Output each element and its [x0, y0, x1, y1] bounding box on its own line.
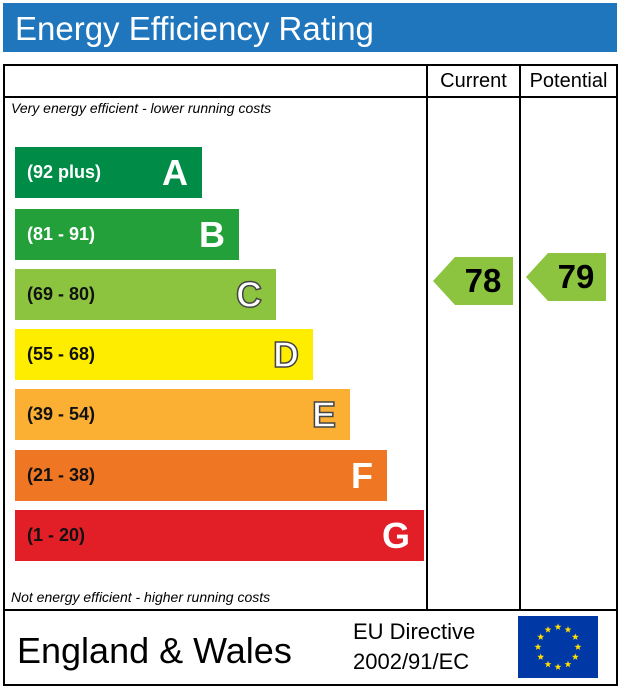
band-letter: C	[235, 273, 263, 316]
eu-star-icon	[571, 653, 579, 660]
current-rating-arrow-value: 78	[464, 262, 502, 299]
current-col-divider	[426, 66, 428, 609]
eu-star-icon	[554, 623, 562, 630]
band-range-label: (21 - 38)	[27, 465, 96, 485]
potential-rating-arrow: 79	[526, 253, 606, 301]
band-f: (21 - 38) F	[15, 450, 387, 501]
efficient-note: Very energy efficient - lower running co…	[11, 100, 272, 116]
band-range-label: (81 - 91)	[27, 224, 96, 244]
band-c: (69 - 80) C	[15, 269, 276, 320]
band-letter: F	[351, 455, 373, 496]
band-d: (55 - 68) D	[15, 329, 313, 380]
band-range-label: (92 plus)	[27, 162, 102, 182]
potential-rating-arrow-value: 79	[557, 258, 595, 295]
eu-flag-icon	[518, 616, 598, 678]
current-rating-arrow: 78	[433, 257, 513, 305]
eu-star-icon	[537, 633, 545, 640]
current-column-header: Current	[440, 70, 507, 92]
band-range-label: (55 - 68)	[27, 344, 96, 364]
directive-line-1: EU Directive	[353, 619, 476, 644]
eu-star-icon	[554, 663, 562, 670]
band-a: (92 plus) A	[15, 147, 202, 198]
eu-star-icon	[534, 643, 542, 650]
eu-star-icon	[537, 653, 545, 660]
directive-line-2: 2002/91/EC	[353, 649, 470, 674]
band-letter: G	[381, 515, 410, 556]
inefficient-note: Not energy efficient - higher running co…	[11, 589, 271, 605]
eu-star-icon	[544, 626, 552, 633]
band-e: (39 - 54) E	[15, 389, 350, 440]
band-letter: A	[162, 152, 188, 193]
potential-column-header: Potential	[529, 70, 608, 92]
band-letter: E	[311, 393, 337, 436]
band-range-label: (39 - 54)	[27, 404, 96, 424]
eu-star-icon	[564, 626, 572, 633]
rating-frame: Current Potential Very energy efficient …	[3, 64, 618, 686]
band-letter: D	[272, 333, 300, 376]
band-range-label: (1 - 20)	[27, 525, 86, 545]
band-g: (1 - 20) G	[15, 510, 424, 561]
footer-divider	[5, 609, 616, 611]
eu-star-icon	[564, 660, 572, 668]
header-divider	[5, 96, 616, 98]
band-b: (81 - 91) B	[15, 209, 239, 260]
band-letter: B	[199, 214, 225, 255]
eu-star-icon	[544, 660, 552, 668]
title-bar: Energy Efficiency Rating	[3, 3, 617, 52]
potential-col-divider	[519, 66, 521, 609]
chart-title: Energy Efficiency Rating	[15, 10, 374, 47]
region-label: England & Wales	[17, 630, 292, 671]
band-range-label: (69 - 80)	[27, 284, 96, 304]
eu-star-icon	[571, 633, 579, 640]
eu-star-icon	[574, 643, 582, 650]
